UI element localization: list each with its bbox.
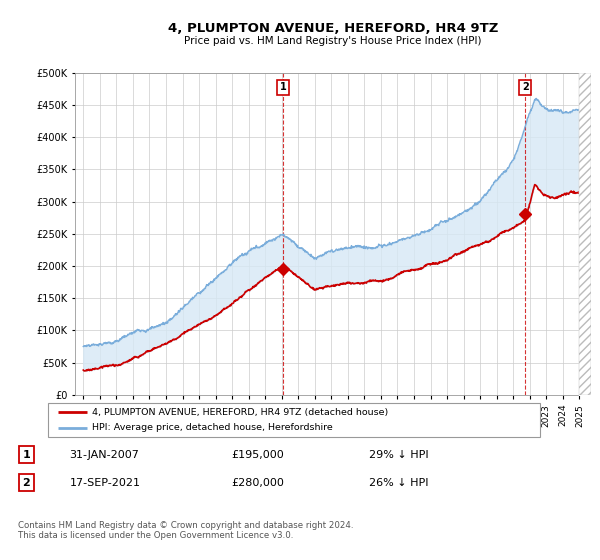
- Text: 1: 1: [280, 82, 287, 92]
- Text: 29% ↓ HPI: 29% ↓ HPI: [369, 450, 429, 460]
- Text: 4, PLUMPTON AVENUE, HEREFORD, HR4 9TZ (detached house): 4, PLUMPTON AVENUE, HEREFORD, HR4 9TZ (d…: [92, 408, 389, 417]
- Text: 26% ↓ HPI: 26% ↓ HPI: [369, 478, 428, 488]
- Text: Contains HM Land Registry data © Crown copyright and database right 2024.
This d: Contains HM Land Registry data © Crown c…: [18, 521, 353, 540]
- Text: 31-JAN-2007: 31-JAN-2007: [70, 450, 139, 460]
- Text: 1: 1: [23, 450, 30, 460]
- Text: Price paid vs. HM Land Registry's House Price Index (HPI): Price paid vs. HM Land Registry's House …: [184, 36, 482, 46]
- Text: HPI: Average price, detached house, Herefordshire: HPI: Average price, detached house, Here…: [92, 423, 333, 432]
- Text: 4, PLUMPTON AVENUE, HEREFORD, HR4 9TZ: 4, PLUMPTON AVENUE, HEREFORD, HR4 9TZ: [168, 22, 498, 35]
- Text: 2: 2: [23, 478, 30, 488]
- Text: £195,000: £195,000: [231, 450, 284, 460]
- Text: 2: 2: [522, 82, 529, 92]
- Text: 17-SEP-2021: 17-SEP-2021: [70, 478, 140, 488]
- Text: £280,000: £280,000: [231, 478, 284, 488]
